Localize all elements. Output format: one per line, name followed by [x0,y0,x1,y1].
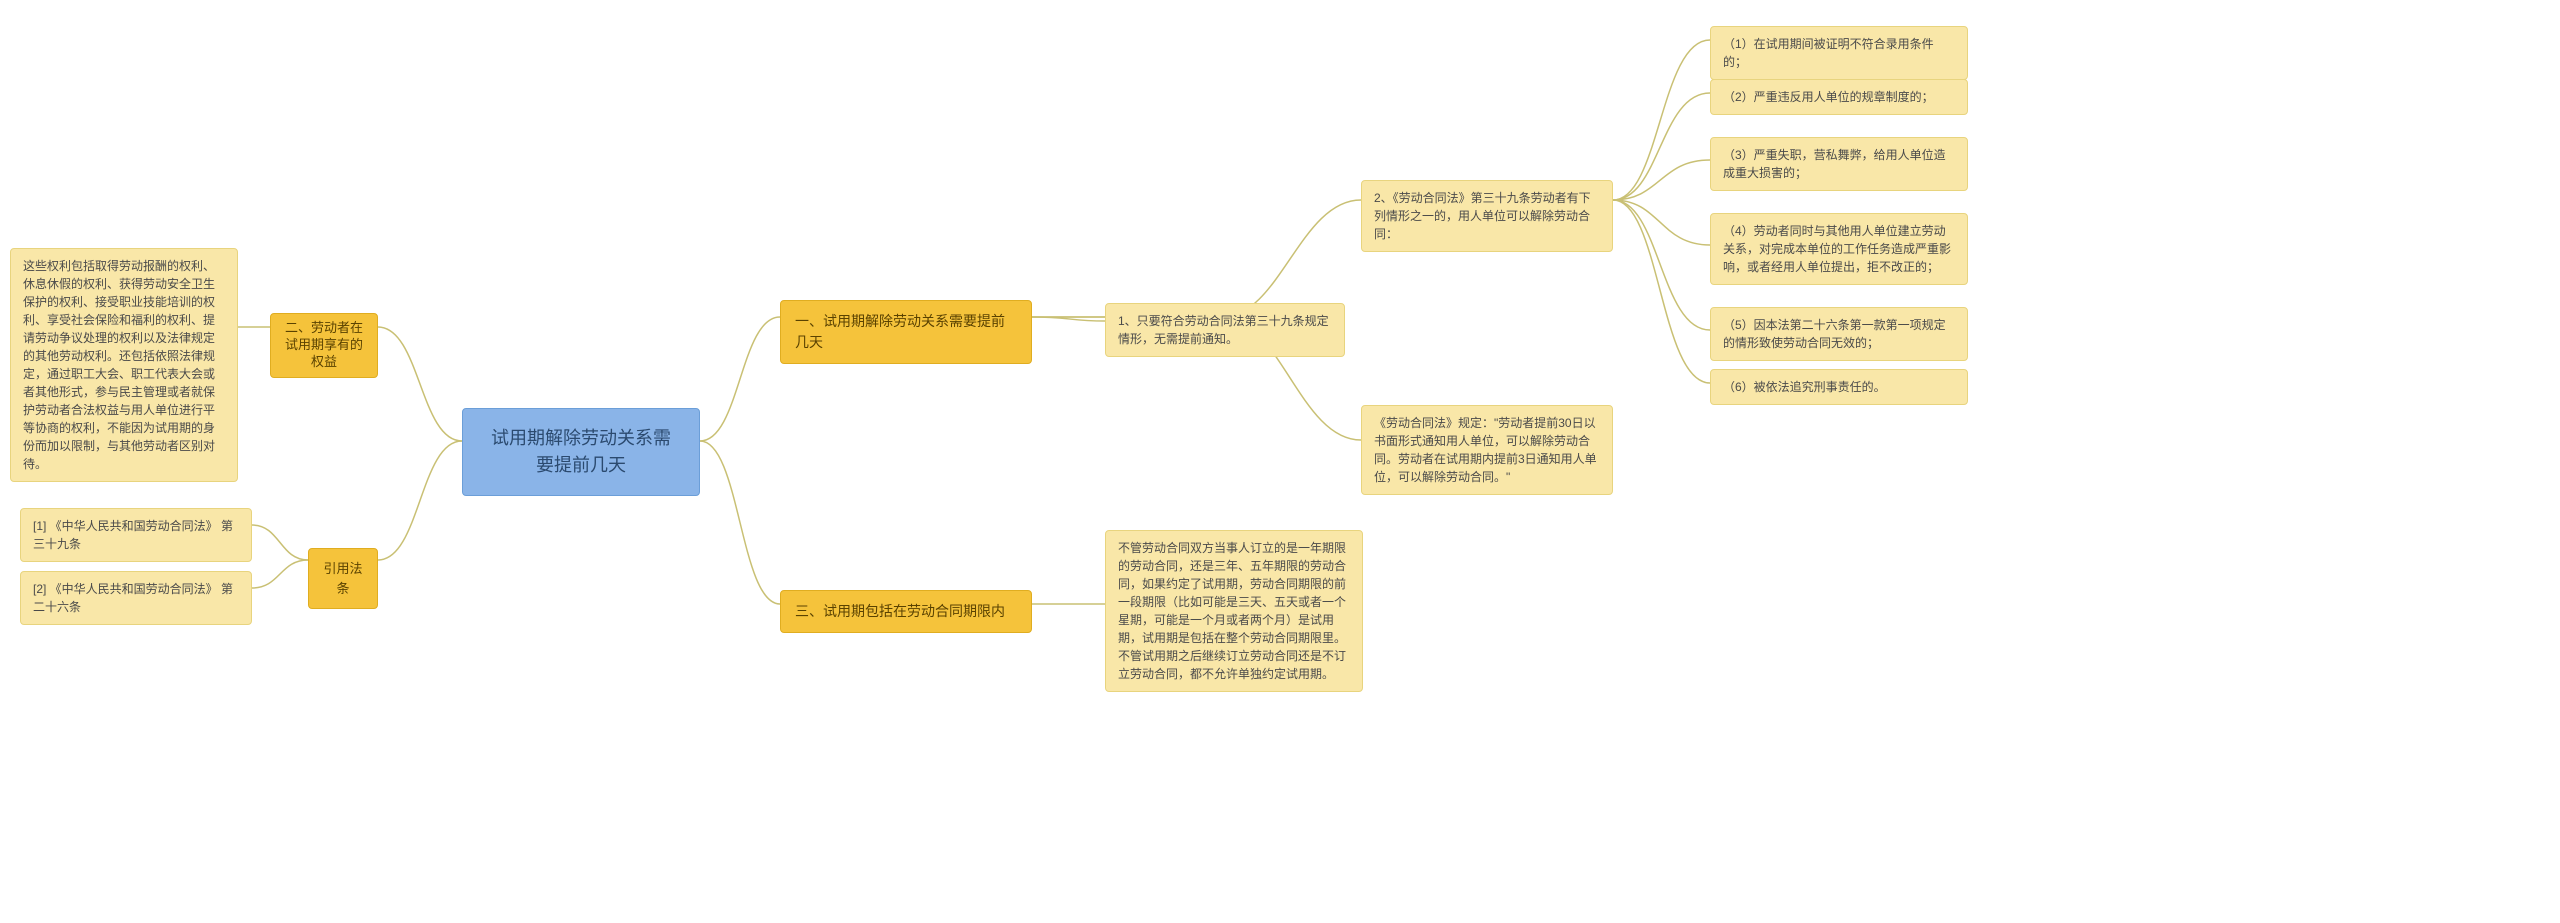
leaf-art39-c2: （2）严重违反用人单位的规章制度的； [1710,79,1968,115]
branch-citations: 引用法条 [308,548,378,609]
leaf-article39-label: 2、《劳动合同法》第三十九条劳动者有下列情形之一的，用人单位可以解除劳动合同： [1361,180,1613,252]
branch-section3: 三、试用期包括在劳动合同期限内 [780,590,1032,633]
leaf-art39-c6: （6）被依法追究刑事责任的。 [1710,369,1968,405]
leaf-art39-c1: （1）在试用期间被证明不符合录用条件的； [1710,26,1968,80]
leaf-art39-c3: （3）严重失职，营私舞弊，给用人单位造成重大损害的； [1710,137,1968,191]
leaf-section3-detail: 不管劳动合同双方当事人订立的是一年期限的劳动合同，还是三年、五年期限的劳动合同，… [1105,530,1363,692]
connector-layer [0,0,2560,923]
leaf-citation-1: [1] 《中华人民共和国劳动合同法》 第三十九条 [20,508,252,562]
root-node: 试用期解除劳动关系需要提前几天 [462,408,700,496]
branch-rights: 二、劳动者在试用期享有的权益 [270,313,378,378]
leaf-citation-2: [2] 《中华人民共和国劳动合同法》 第二十六条 [20,571,252,625]
leaf-art39-c4: （4）劳动者同时与其他用人单位建立劳动关系，对完成本单位的工作任务造成严重影响，… [1710,213,1968,285]
leaf-note1: 1、只要符合劳动合同法第三十九条规定情形，无需提前通知。 [1105,303,1345,357]
branch-rights-label: 二、劳动者在试用期享有的权益 [279,320,369,371]
leaf-rule30days: 《劳动合同法》规定："劳动者提前30日以书面形式通知用人单位，可以解除劳动合同。… [1361,405,1613,495]
leaf-rights-detail: 这些权利包括取得劳动报酬的权利、休息休假的权利、获得劳动安全卫生保护的权利、接受… [10,248,238,482]
leaf-art39-c5: （5）因本法第二十六条第一款第一项规定的情形致使劳动合同无效的； [1710,307,1968,361]
branch-section1: 一、试用期解除劳动关系需要提前几天 [780,300,1032,364]
